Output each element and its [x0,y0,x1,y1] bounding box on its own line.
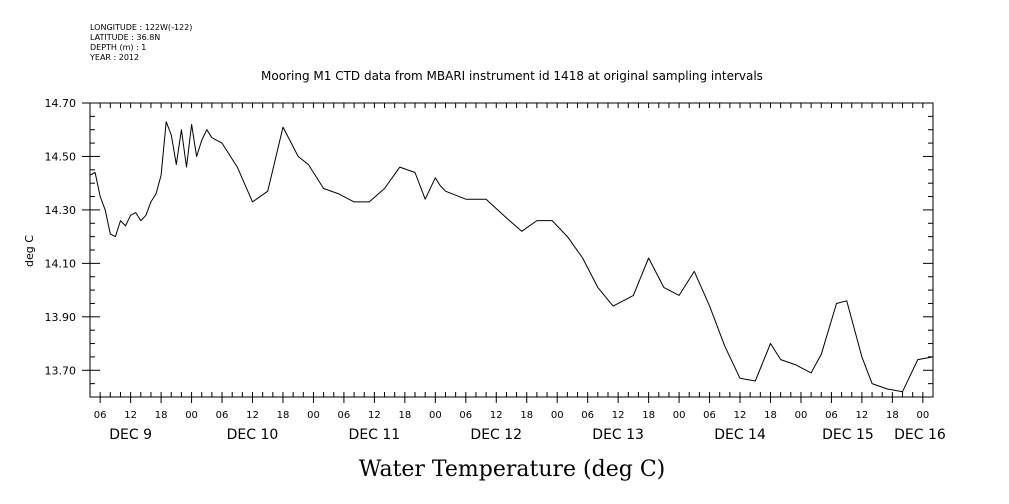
x-hour-label: 12 [246,410,259,421]
x-hour-label: 06 [825,410,838,421]
y-tick-label: 13.70 [45,364,77,377]
x-hour-label: 12 [124,410,137,421]
year-label: YEAR : 2012 [89,53,139,62]
x-hour-label: 18 [764,410,777,421]
x-hour-label: 00 [307,410,320,421]
series-layer [89,121,934,393]
y-tick-label: 13.90 [45,311,77,324]
plot-frame [89,102,934,398]
x-axis: 06 12 18 00 06 12 18 00 06 12 18 00 06 12 18 00 06 12 18 00… [89,103,946,443]
x-axis-label: Water Temperature (deg C) [359,457,666,482]
longitude-label: LONGITUDE : 122W(-122) [90,23,192,32]
latitude-label: LATITUDE : 36.8N [90,33,160,42]
x-hour-label: 00 [916,410,929,421]
depth-label: DEPTH (m) : 1 [90,43,146,52]
x-day-label: DEC 10 [227,427,279,443]
x-day-label: DEC 16 [894,427,946,443]
x-day-label: DEC 9 [109,427,152,443]
chart-title: Mooring M1 CTD data from MBARI instrumen… [261,69,763,83]
x-hour-label: 06 [338,410,351,421]
x-hour-label: 06 [703,410,716,421]
x-hour-label: 18 [642,410,655,421]
y-tick-label: 14.70 [45,97,77,110]
x-hour-label: 18 [886,410,899,421]
x-hour-label: 00 [429,410,442,421]
x-hour-label: 18 [155,410,168,421]
x-hour-label: 06 [581,410,594,421]
y-axis-label: deg C [23,235,36,267]
temperature-line [89,121,934,393]
x-day-label: DEC 15 [822,427,874,443]
x-hour-label: 18 [398,410,411,421]
x-hour-label: 06 [216,410,229,421]
x-hour-label: 00 [795,410,808,421]
x-day-label: DEC 12 [470,427,522,443]
x-hour-label: 18 [277,410,290,421]
x-hour-label: 06 [459,410,472,421]
x-hour-label: 00 [673,410,686,421]
x-hour-label: 18 [520,410,533,421]
x-day-label: DEC 11 [349,427,401,443]
y-tick-label: 14.50 [45,150,77,163]
x-day-label: DEC 14 [714,427,766,443]
y-axis: 14.70 14.50 14.30 14.10 13.90 13.70 [45,97,933,398]
x-hour-label: 12 [368,410,381,421]
x-hour-label: 12 [856,410,869,421]
x-hour-label: 00 [551,410,564,421]
x-hour-label: 12 [734,410,747,421]
x-day-label: DEC 13 [592,427,644,443]
x-hour-label: 12 [612,410,625,421]
x-hour-label: 06 [94,410,107,421]
x-hour-label: 12 [490,410,503,421]
y-tick-label: 14.30 [45,204,77,217]
y-tick-label: 14.10 [45,257,77,270]
x-hour-label: 00 [185,410,198,421]
